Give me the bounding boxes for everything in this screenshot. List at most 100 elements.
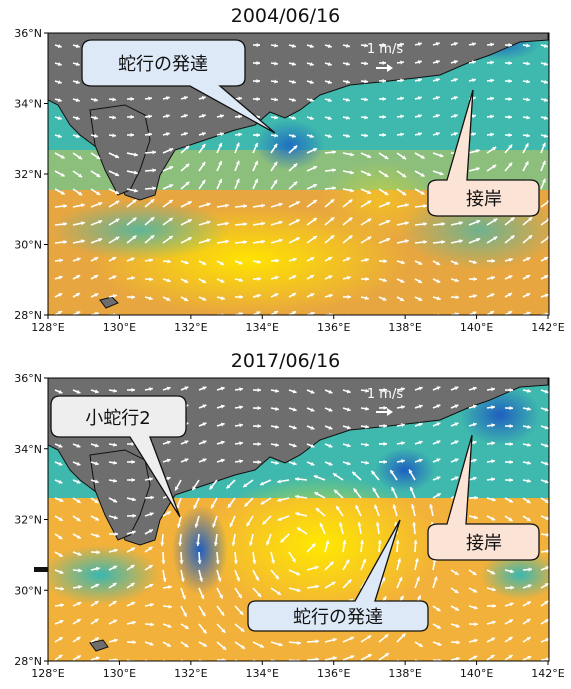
current-arrowhead [402, 173, 407, 178]
current-arrowhead [395, 540, 400, 544]
current-arrowhead [436, 476, 441, 481]
current-arrowhead [260, 500, 265, 505]
current-arrowhead [76, 257, 81, 262]
current-arrowhead [210, 504, 215, 509]
current-arrowhead [383, 259, 387, 264]
current-arrowhead [166, 315, 170, 319]
current-arrowhead [201, 96, 206, 100]
current-arrowhead [209, 485, 214, 490]
current-arrowhead [244, 502, 249, 507]
current-arrowhead [113, 548, 118, 553]
current-arrowhead [187, 201, 192, 205]
current-arrowhead [357, 522, 362, 526]
current-arrowhead [113, 312, 117, 315]
current-arrowhead [310, 425, 315, 430]
current-arrowhead [309, 62, 314, 67]
current-arrowhead [423, 203, 427, 209]
current-arrowhead [364, 61, 368, 66]
current-arrowhead [149, 258, 153, 263]
current-arrowhead [491, 637, 495, 642]
current-arrowhead [346, 425, 351, 430]
current-arrowhead [490, 42, 494, 47]
current-arrowhead [75, 44, 80, 48]
current-arrowhead [384, 653, 389, 657]
current-arrowhead [332, 168, 336, 173]
current-arrowhead [58, 553, 63, 557]
current-arrowhead [76, 443, 81, 448]
current-arrowhead [436, 625, 441, 629]
current-arrowhead [184, 458, 189, 463]
current-arrowhead [274, 133, 278, 138]
current-arrowhead [472, 132, 476, 137]
current-arrowhead [149, 641, 154, 646]
current-arrowhead [80, 221, 85, 226]
current-arrowhead [386, 219, 391, 224]
current-arrowhead [115, 200, 120, 205]
current-arrowhead [201, 143, 206, 148]
current-arrowhead [261, 239, 265, 244]
current-arrowhead [472, 60, 476, 65]
current-arrowhead [113, 565, 118, 570]
current-arrowhead [332, 150, 336, 155]
current-arrowhead [231, 542, 236, 546]
current-arrowhead [418, 261, 423, 265]
current-arrowhead [130, 114, 134, 120]
current-arrowhead [436, 296, 441, 301]
current-arrowhead [381, 577, 385, 582]
panel-2004: 2004/06/16 [14, 5, 565, 334]
current-arrowhead [220, 611, 225, 616]
current-arrowhead [473, 515, 478, 520]
current-arrowhead [544, 479, 549, 484]
current-arrowhead [417, 60, 422, 65]
current-arrowhead [76, 311, 81, 315]
x-tick-label: 132°E [174, 321, 207, 334]
current-arrowhead [76, 461, 81, 466]
current-arrowhead [130, 583, 135, 587]
current-arrowhead [59, 620, 64, 624]
current-arrowhead [362, 558, 367, 563]
current-arrowhead [435, 95, 440, 100]
current-arrowhead [240, 645, 245, 649]
current-arrowhead [291, 79, 296, 84]
current-arrowhead [152, 186, 156, 191]
panel-2017: 2017/06/16 [0, 345, 571, 689]
current-arrowhead [417, 78, 422, 83]
current-arrowhead [527, 406, 531, 411]
current-arrowhead [278, 202, 283, 207]
current-arrowhead [75, 80, 80, 84]
current-arrowhead [400, 297, 405, 301]
current-arrowhead [197, 560, 202, 564]
current-arrowhead [365, 258, 369, 263]
current-arrowhead [256, 60, 260, 66]
current-arrow [163, 314, 165, 315]
current-arrowhead [274, 115, 278, 120]
current-arrowhead [168, 235, 173, 240]
current-arrowhead [292, 275, 297, 279]
current-arrowhead [149, 387, 153, 392]
current-arrowhead [508, 517, 513, 522]
current-arrowhead [328, 461, 333, 466]
current-arrowhead [310, 274, 315, 279]
current-arrowhead [526, 61, 530, 66]
current-arrowhead [346, 97, 350, 102]
current-arrowhead [275, 258, 279, 263]
current-arrowhead [201, 114, 206, 118]
current-arrowhead [399, 595, 404, 600]
current-arrowhead [76, 479, 81, 484]
current-arrowhead [350, 655, 355, 659]
current-arrowhead [386, 201, 391, 206]
current-arrowhead [435, 41, 440, 46]
current-arrowhead [112, 133, 116, 138]
x-tick-label: 132°E [174, 667, 207, 680]
current-arrowhead [390, 470, 394, 475]
current-arrowhead [291, 115, 296, 120]
current-arrowhead [346, 443, 351, 448]
current-arrowhead [332, 473, 337, 477]
current-arrowhead [114, 190, 119, 195]
current-arrowhead [131, 497, 136, 502]
current-arrowhead [130, 547, 135, 552]
current-arrowhead [418, 643, 423, 647]
current-arrowhead [347, 579, 352, 584]
current-arrowhead [472, 114, 476, 119]
current-arrowhead [332, 656, 337, 661]
